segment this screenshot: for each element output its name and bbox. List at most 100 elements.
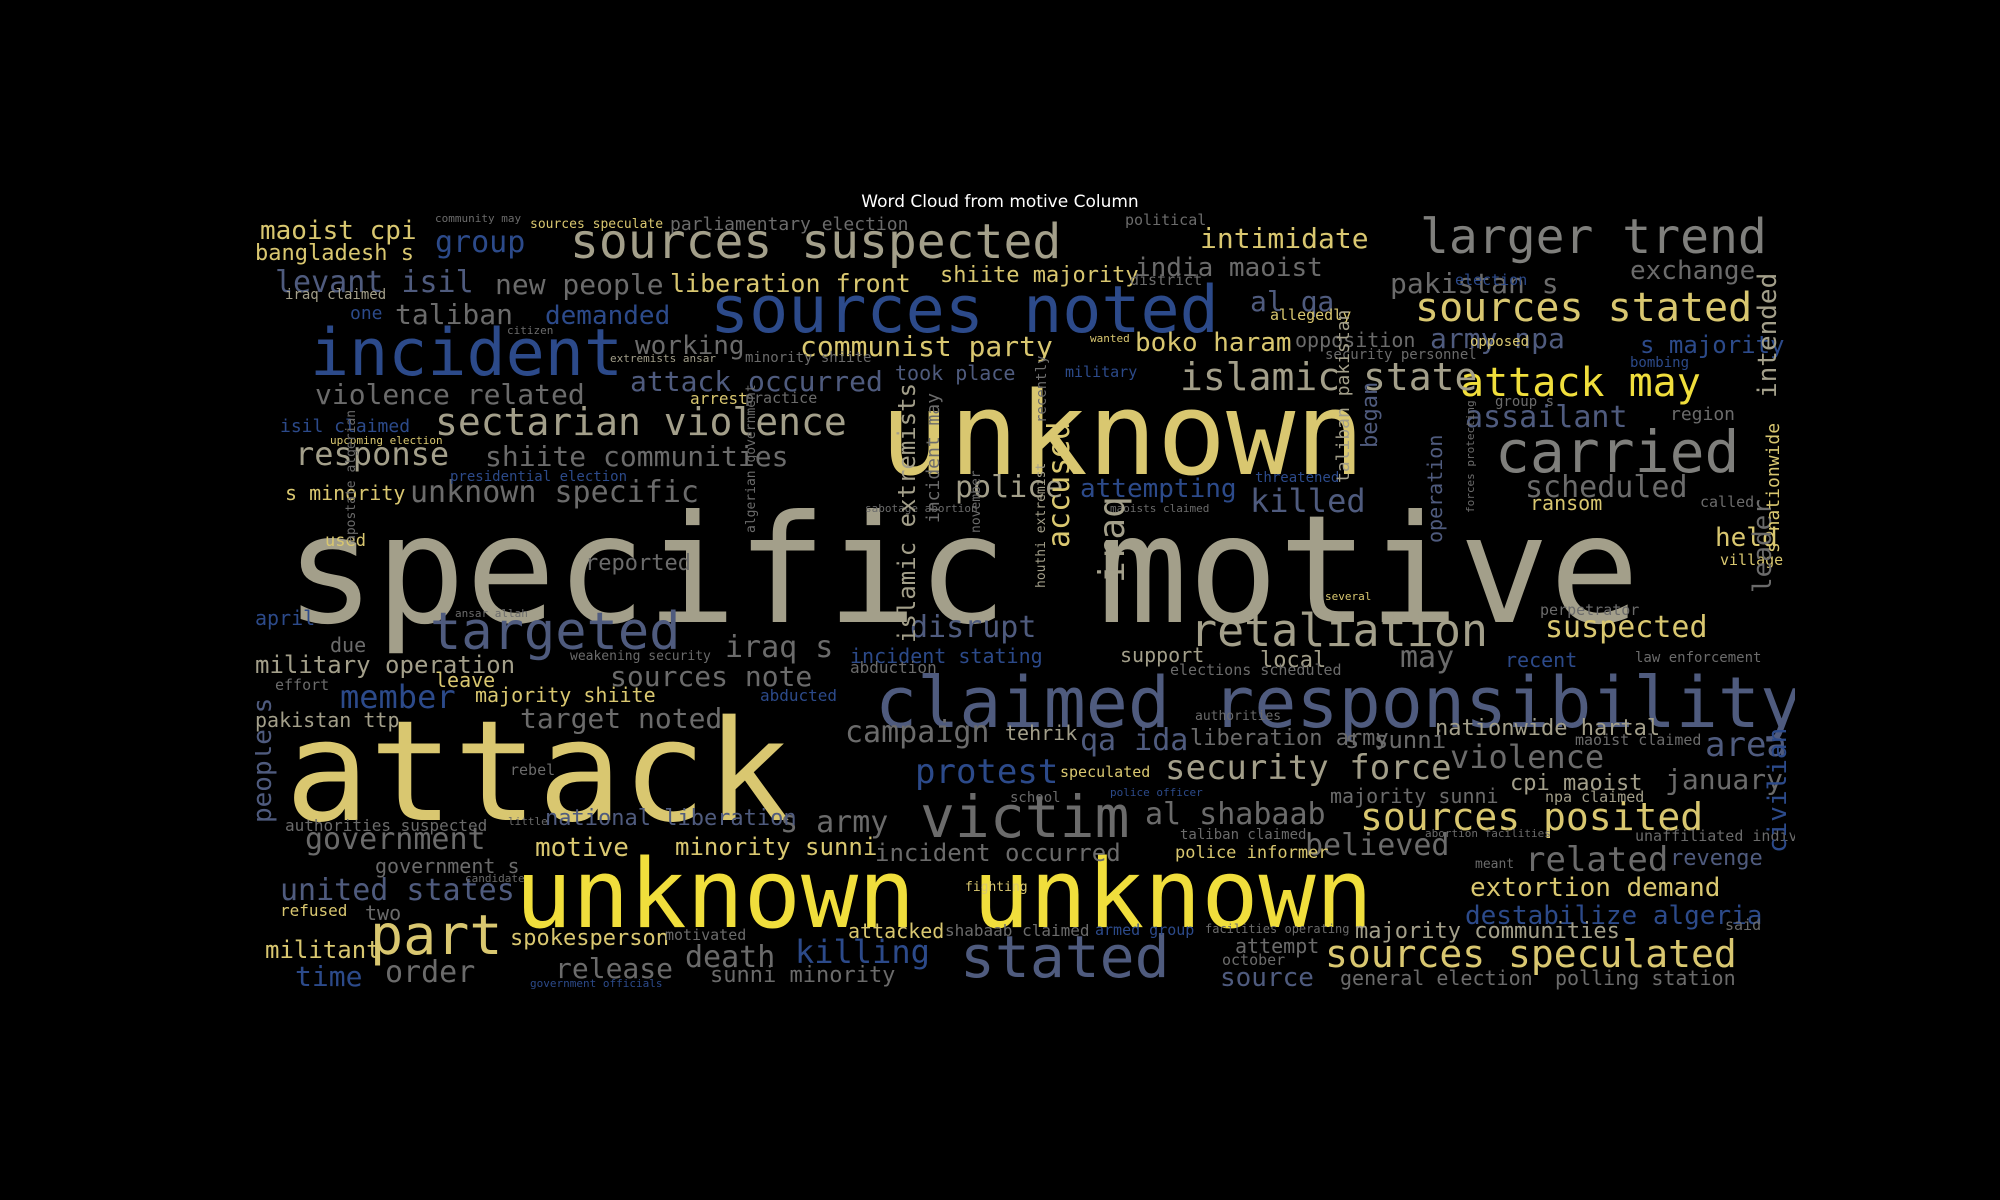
cloud-word: unaffiliated individual [1635,827,1795,845]
cloud-word: extortion demand [1470,873,1721,903]
cloud-word: minority sunni [675,833,878,861]
cloud-word: minority shiite [745,350,872,366]
cloud-word: iraq claimed [285,287,387,303]
cloud-word: intimidate [1200,222,1369,255]
cloud-word: government s [375,854,520,878]
cloud-word: october [1222,951,1286,969]
cloud-word: may [1400,640,1455,675]
cloud-word: time [295,960,363,993]
cloud-word: al shabaab [1145,797,1326,832]
cloud-word: nationwide hartal [1435,716,1661,741]
cloud-word: reported [585,551,691,576]
cloud-word: national liberation [545,806,797,831]
cloud-word: member [340,678,456,716]
cloud-word: source [1220,963,1314,993]
cloud-word: sources noted [710,273,1219,348]
cloud-word: victim [920,783,1130,851]
cloud-word: s minority [285,481,406,505]
cloud-word: police informer [1175,843,1329,863]
cloud-word: people s [255,698,278,823]
cloud-word: pakistan s [1390,267,1559,300]
cloud-word: general election [1340,966,1533,990]
cloud-word: sources speculate [530,217,664,232]
cloud-word: cpi maoist [1510,771,1643,796]
cloud-word: taliban pakistan [1333,309,1354,483]
cloud-word: extremists ansar [610,352,716,365]
cloud-word: shabaab claimed [945,921,1090,940]
cloud-word: boko haram [1135,328,1292,358]
cloud-word: motivated [665,926,747,944]
cloud-word: unknown specific [410,475,699,510]
cloud-word: majority communities [1355,919,1620,944]
cloud-word: police [955,470,1064,505]
cloud-word: opposed [1470,334,1530,350]
cloud-word: apostate algerian [344,409,359,543]
cloud-word: accused [1042,421,1077,548]
cloud-word: sectarian violence [435,400,847,444]
cloud-word: held [1715,523,1778,553]
cloud-word: said [1725,916,1762,934]
cloud-word: revenge [1670,846,1763,871]
cloud-word: sources posited [1360,795,1704,839]
cloud-word: unknown unknown [515,840,1373,950]
cloud-word: armed group [1095,921,1195,939]
cloud-word: maoist claimed [1575,731,1702,749]
cloud-word: called [1700,493,1755,511]
cloud-word: wanted [1090,332,1130,345]
cloud-word: attack occurred [630,365,883,398]
cloud-word: demanded [545,301,671,331]
cloud-word: upcoming election [330,434,443,447]
cloud-word: india maoist [1135,253,1323,283]
cloud-word: s nationwide [1763,422,1784,553]
cloud-word: parliamentary election [670,214,909,235]
cloud-word: support [1120,643,1205,667]
cloud-word: rebel [510,761,556,779]
cloud-word: incident occurred [875,839,1121,867]
cloud-word: incident stating [850,644,1043,668]
cloud-word: ransom [1530,491,1603,515]
cloud-word: group [435,225,526,260]
cloud-word: islamic state [1180,355,1478,399]
cloud-word: citizen [507,324,554,337]
cloud-word: attempt [1235,934,1320,958]
cloud-word: sources speculated [1325,932,1737,976]
cloud-word: release [555,952,674,985]
cloud-word: leave [435,668,496,692]
cloud-word: took place [895,361,1016,385]
cloud-word: carried [1495,418,1740,486]
cloud-word: shiite majority [940,263,1139,288]
cloud-word: threatened [1255,470,1340,486]
cloud-word: two [365,901,402,925]
cloud-word: s army [780,805,889,840]
cloud-word: presidential election [450,469,628,485]
cloud-word: incident may [923,392,944,523]
cloud-word: taliban claimed [1180,827,1307,843]
cloud-word: abducted [760,686,838,705]
cloud-word: opposition [1295,328,1416,352]
cloud-word: local [1260,648,1327,673]
cloud-word: united states [280,873,515,908]
cloud-word: school [1010,790,1061,806]
cloud-word: facilities operating [1205,922,1350,936]
cloud-word: authorities suspected [285,816,488,835]
chart-title: Word Cloud from motive Column [861,192,1139,212]
cloud-word: attack may [1460,360,1701,406]
cloud-word: related [1525,840,1669,880]
cloud-word: village [1720,551,1784,569]
cloud-word: death [685,940,776,975]
cloud-word: houthi extremist [1034,462,1049,588]
cloud-word: iraq [1092,496,1133,583]
cloud-word: retaliation [1190,604,1489,657]
cloud-word: levant isil [275,265,474,300]
cloud-word: exchange [1630,256,1756,286]
cloud-word: intended [1753,272,1783,398]
cloud-word: violence [1450,738,1605,776]
cloud-word: speculated [1060,763,1151,781]
cloud-word: part [370,903,503,967]
cloud-word: larger trend [1420,213,1767,265]
cloud-word: abduction [850,658,937,677]
cloud-word: began [1358,381,1383,448]
cloud-word: scheduled [1525,470,1688,505]
cloud-word: used [325,531,366,551]
cloud-word: al qa [1250,285,1335,318]
